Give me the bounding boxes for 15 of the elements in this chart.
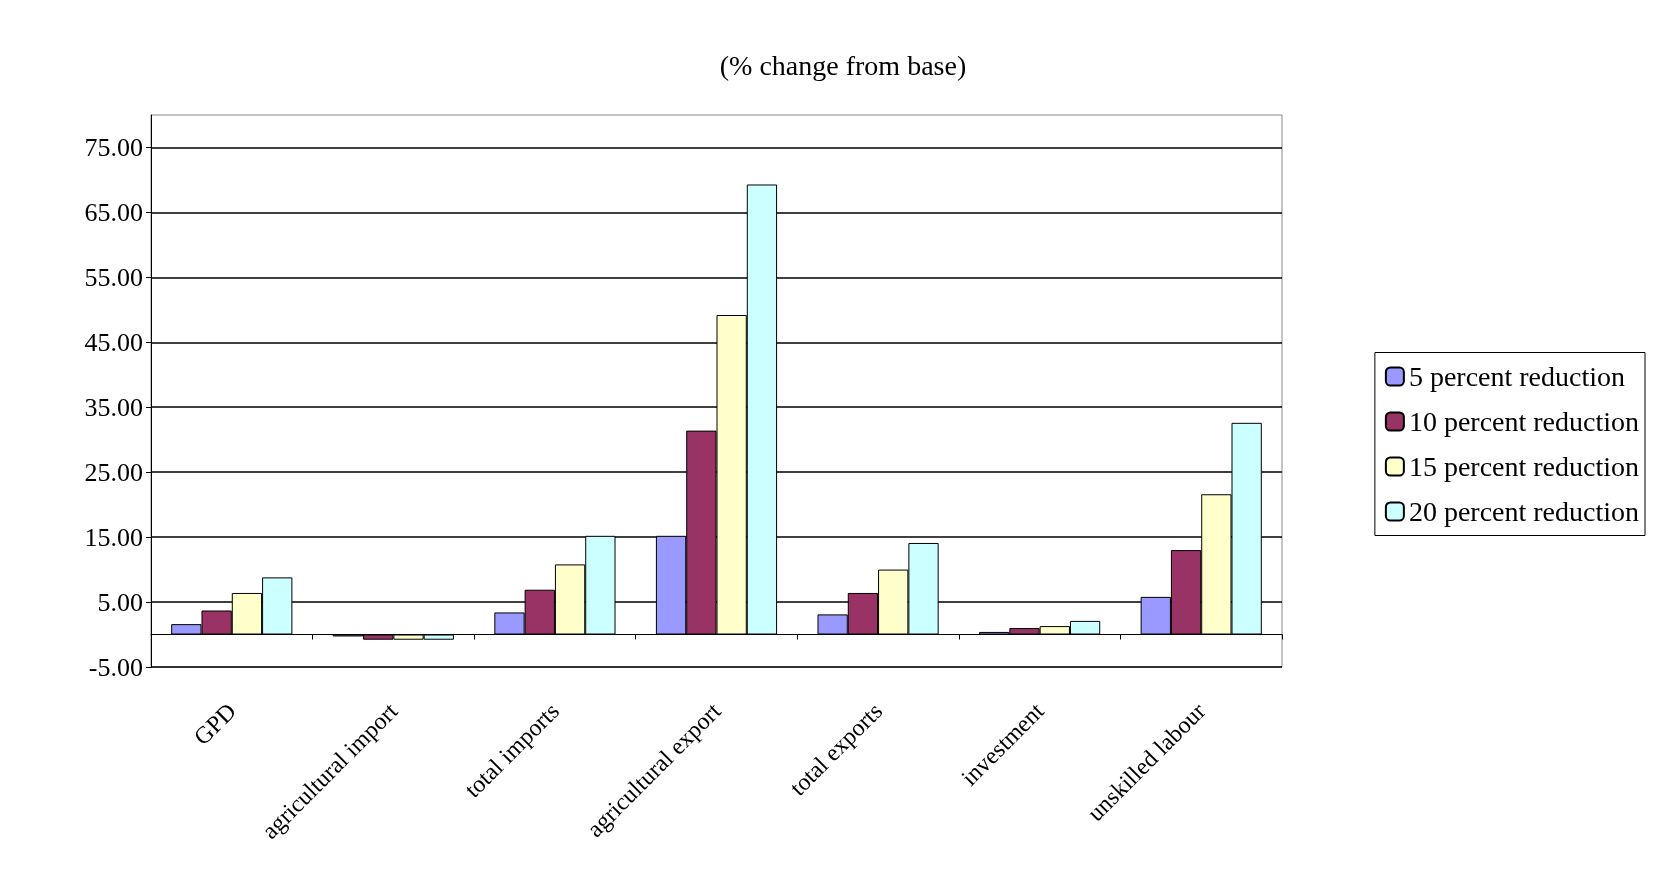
y-tick-label: 5.00 xyxy=(97,587,143,617)
x-tick-label: GPD xyxy=(188,697,241,751)
legend-label: 10 percent reduction xyxy=(1408,406,1639,437)
y-tick-label: 15.00 xyxy=(84,522,143,552)
y-tick-label: 65.00 xyxy=(84,197,143,227)
y-tick-label: 45.00 xyxy=(84,327,143,357)
y-tick-label: 35.00 xyxy=(84,392,143,422)
legend-label: 15 percent reduction xyxy=(1408,451,1639,482)
chart-title: (% change from base) xyxy=(719,49,967,81)
y-tick-label: 25.00 xyxy=(84,457,143,487)
legend-label: 5 percent reduction xyxy=(1408,361,1625,392)
y-tick-label: -5.00 xyxy=(88,652,143,682)
y-tick-label: 55.00 xyxy=(84,262,143,292)
legend-label: 20 percent reduction xyxy=(1408,496,1639,527)
y-tick-label: 75.00 xyxy=(84,132,143,162)
